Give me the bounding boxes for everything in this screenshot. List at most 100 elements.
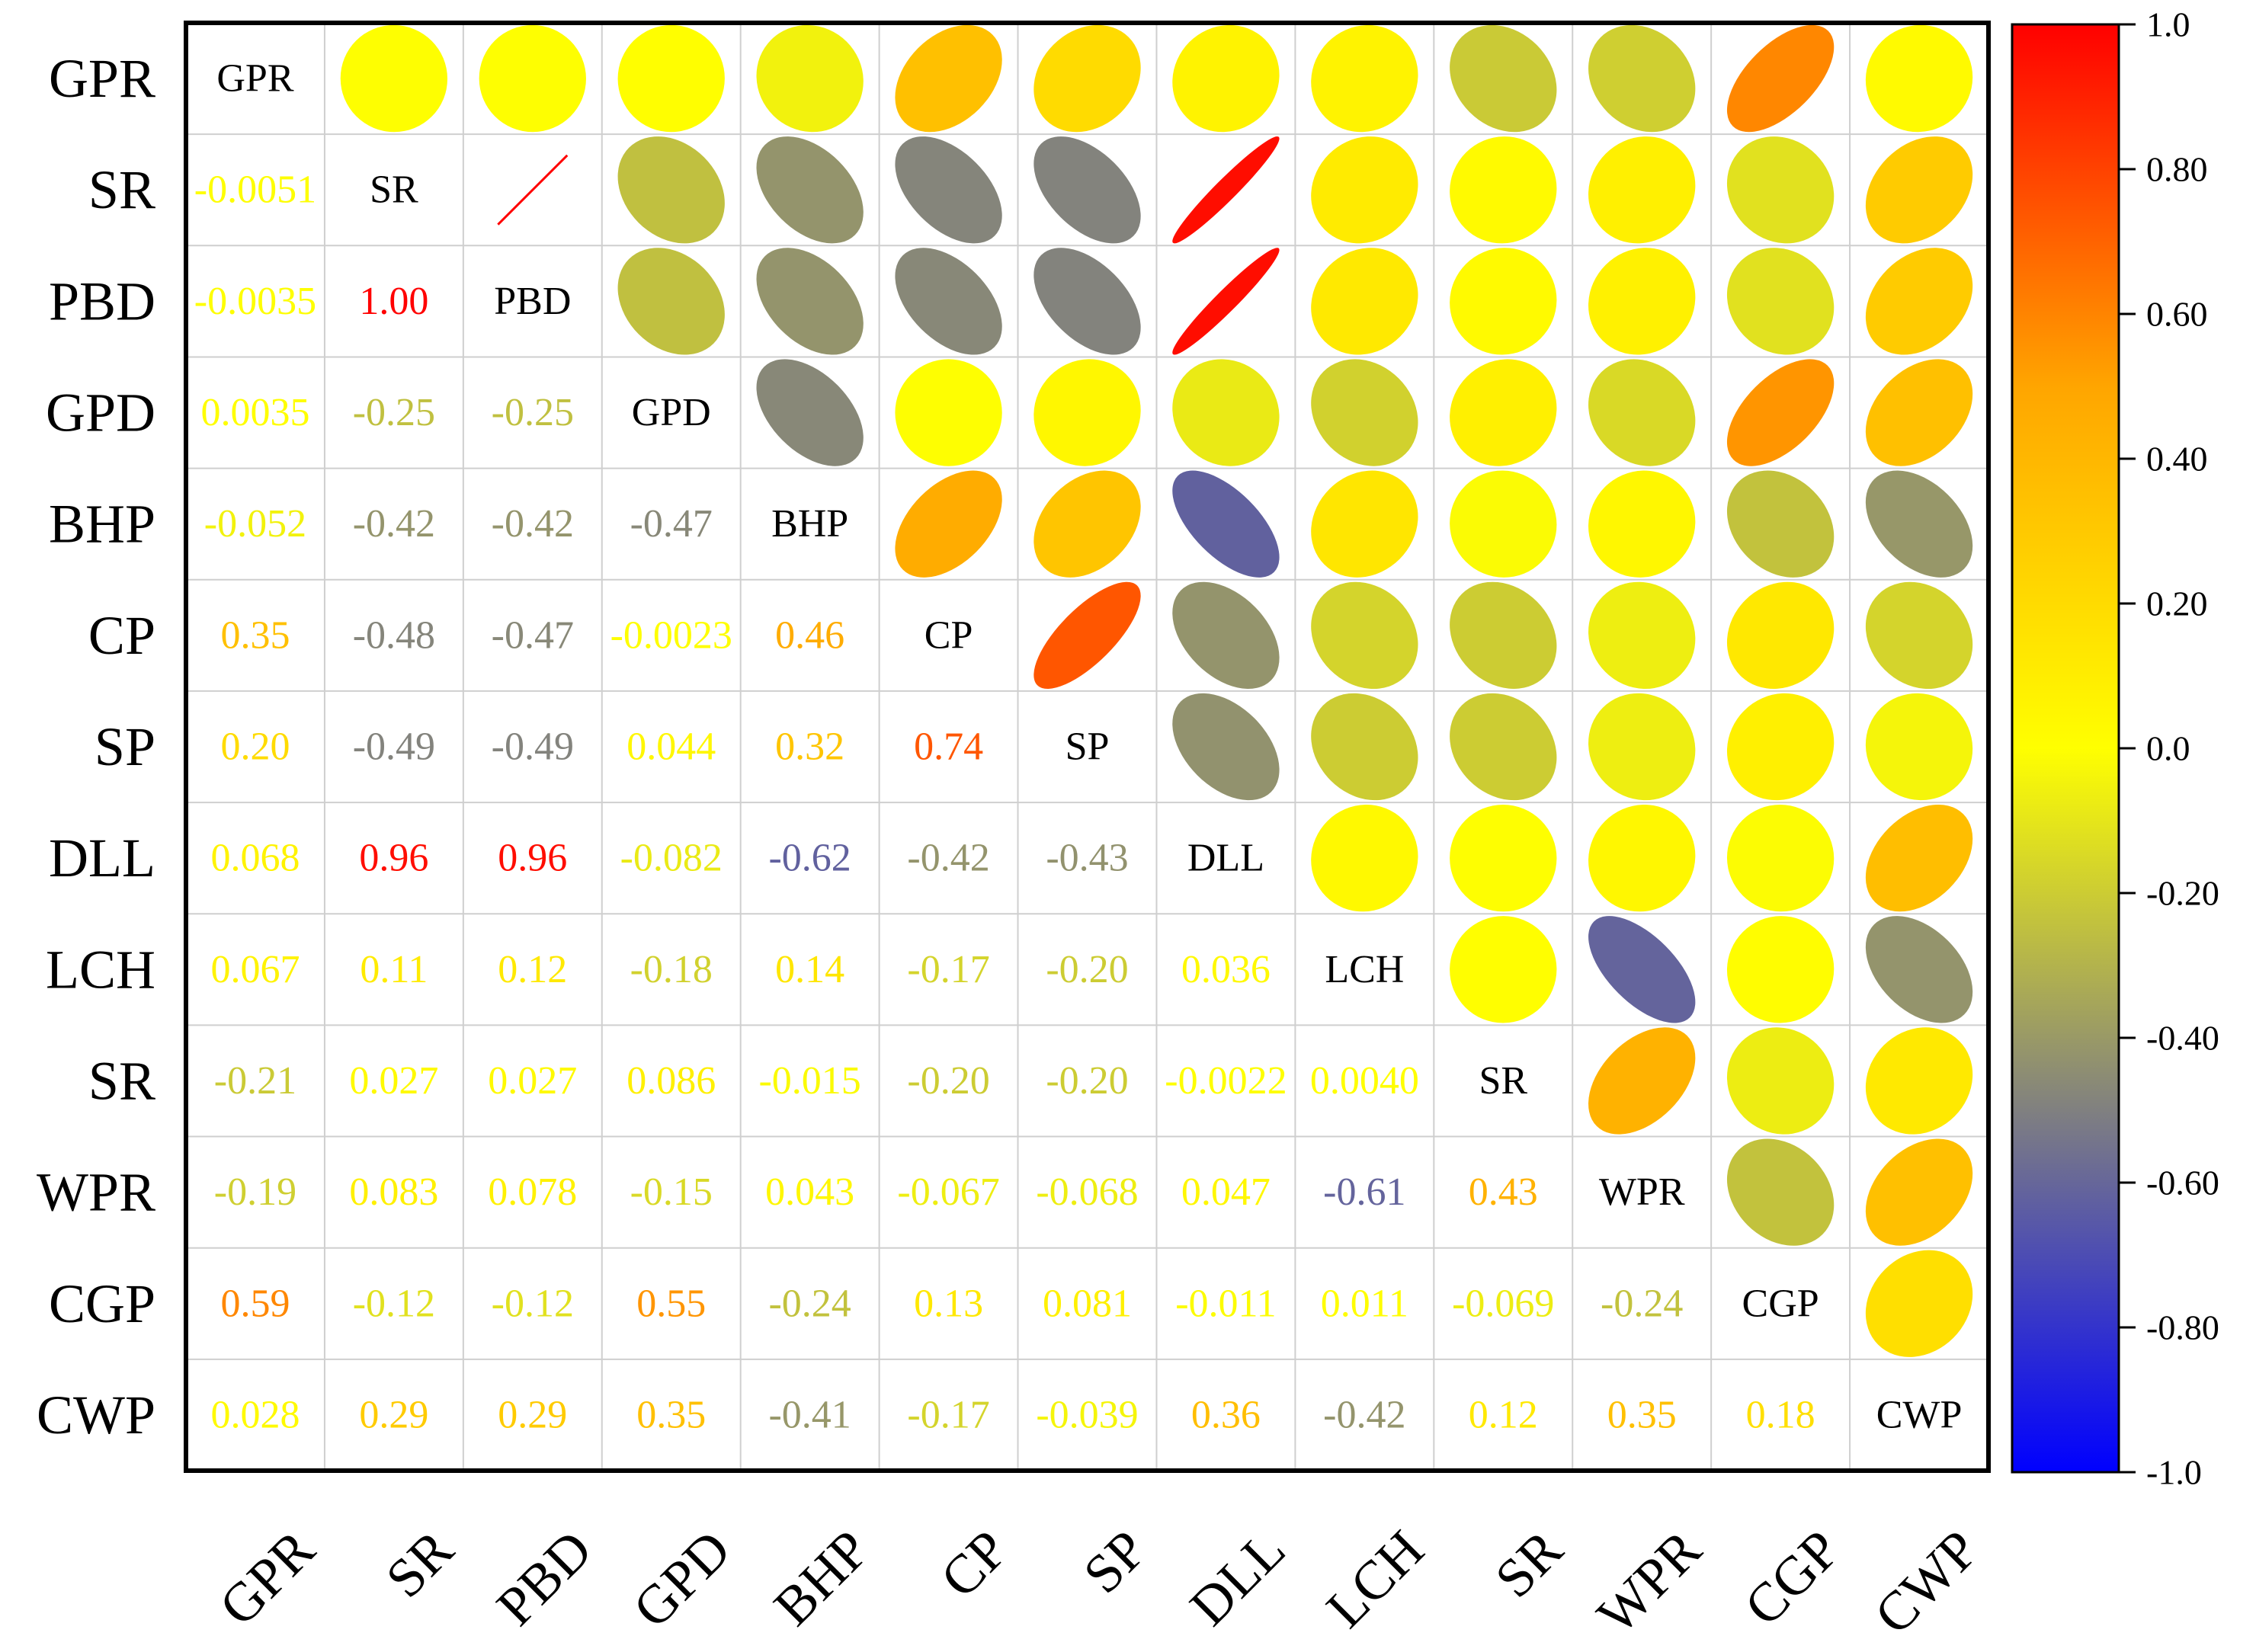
y-tick-label: GPD: [46, 383, 155, 443]
y-tick-label: CWP: [37, 1385, 155, 1446]
diagonal-label: CP: [925, 613, 973, 657]
matrix-cells: GPR -0.0051 SR -0.0035 1.00 PBD 0.0035 -0.25 -0.…: [194, 24, 1973, 1436]
correlation-value: 0.18: [1746, 1393, 1815, 1436]
diagonal-label: SR: [1479, 1059, 1527, 1103]
correlation-ellipse: [1311, 24, 1418, 133]
correlation-ellipse: [1311, 136, 1418, 244]
colorbar-tick-label: 0.80: [2146, 150, 2208, 189]
correlation-value: -0.42: [907, 837, 989, 880]
y-tick-label: GPR: [49, 48, 155, 109]
correlation-ellipse: [1865, 470, 1973, 578]
correlation-ellipse: [1726, 1027, 1835, 1135]
correlation-ellipse: [1033, 248, 1141, 355]
correlation-ellipse: [1726, 693, 1835, 801]
correlation-value: -0.20: [1046, 1059, 1128, 1103]
correlation-ellipse: [1588, 359, 1696, 466]
correlation-ellipse: [1172, 693, 1280, 801]
diagonal-label: CGP: [1742, 1282, 1819, 1325]
correlation-value: -0.42: [492, 502, 574, 546]
correlation-ellipse: [1865, 1027, 1973, 1135]
correlation-value: 0.32: [775, 725, 844, 769]
correlation-ellipse: [1033, 359, 1141, 466]
correlation-ellipse: [1311, 248, 1418, 355]
diagonal-label: WPR: [1599, 1170, 1685, 1214]
correlation-ellipse: [1311, 581, 1418, 690]
correlation-value: 0.068: [210, 837, 300, 880]
correlation-value: -0.17: [907, 1393, 989, 1436]
correlation-ellipse: [1726, 581, 1835, 689]
correlation-ellipse: [1588, 136, 1696, 244]
colorbar-tick-label: 0.20: [2146, 584, 2208, 623]
correlation-value: 0.43: [1469, 1170, 1538, 1214]
x-tick-label: DLL: [1178, 1519, 1297, 1638]
correlation-value: 0.083: [349, 1170, 438, 1214]
correlation-value: 0.14: [775, 948, 844, 991]
correlation-value: 0.29: [498, 1393, 567, 1436]
correlation-ellipse: [1726, 359, 1835, 466]
correlation-ellipse: [1450, 693, 1557, 801]
correlation-ellipse: [1172, 136, 1280, 244]
correlation-value: 0.12: [498, 948, 567, 991]
colorbar-tick-label: 0.40: [2146, 440, 2208, 479]
correlation-ellipse: [895, 470, 1002, 578]
correlation-ellipse: [1311, 804, 1418, 912]
correlation-ellipse: [1450, 470, 1557, 578]
correlation-ellipse: [1172, 470, 1280, 578]
correlation-ellipse: [1588, 804, 1696, 912]
x-tick-label: SP: [1072, 1519, 1158, 1605]
colorbar-tick-label: -0.20: [2146, 874, 2219, 913]
correlation-value: -0.12: [492, 1282, 574, 1325]
correlation-value: 0.35: [636, 1393, 706, 1436]
correlation-ellipse: [617, 248, 725, 355]
correlation-ellipse: [756, 136, 864, 244]
correlation-ellipse: [1726, 24, 1835, 133]
correlation-value: 0.044: [626, 725, 716, 769]
correlation-value: -0.0022: [1165, 1059, 1287, 1103]
correlation-value: 0.036: [1181, 948, 1271, 991]
correlation-value: -0.47: [492, 613, 574, 657]
correlation-value: 0.46: [775, 613, 844, 657]
correlation-value: -0.24: [768, 1282, 851, 1325]
diagonal-label: GPR: [216, 57, 293, 101]
correlation-ellipse: [1450, 916, 1557, 1023]
x-tick-label: CWP: [1863, 1519, 1990, 1646]
x-tick-label: CP: [929, 1519, 1020, 1609]
y-tick-label: SP: [95, 716, 155, 777]
correlation-ellipse: [1588, 470, 1696, 578]
correlation-value: -0.43: [1046, 837, 1128, 880]
x-tick-label: GPD: [621, 1519, 742, 1639]
correlation-value: -0.19: [214, 1170, 296, 1214]
correlation-value: 0.027: [349, 1059, 438, 1103]
correlation-value: -0.15: [630, 1170, 713, 1214]
correlation-value: -0.015: [758, 1059, 860, 1103]
correlation-value: 0.0040: [1310, 1059, 1419, 1103]
correlation-value: -0.067: [897, 1170, 999, 1214]
correlation-value: 0.59: [220, 1282, 290, 1325]
correlation-value: -0.49: [492, 725, 574, 769]
colorbar-tick-label: -1.0: [2146, 1453, 2202, 1492]
correlation-ellipse: [756, 248, 864, 355]
correlation-ellipse: [1865, 359, 1973, 466]
colorbar-tick-label: 0.0: [2146, 729, 2190, 768]
correlation-value: -0.17: [907, 948, 989, 991]
correlation-value: -0.011: [1175, 1282, 1276, 1325]
correlation-value: -0.21: [214, 1059, 296, 1103]
y-tick-label: SR: [88, 1050, 155, 1111]
correlation-ellipse: [756, 24, 864, 133]
correlation-value: -0.18: [630, 948, 713, 991]
correlation-ellipse: [1726, 1138, 1835, 1246]
colorbar-tick-label: -0.60: [2146, 1164, 2219, 1202]
correlation-ellipse: [1588, 248, 1696, 355]
correlation-value: 0.74: [914, 725, 983, 769]
correlation-ellipse: [1450, 359, 1557, 466]
correlation-value: 0.29: [359, 1393, 428, 1436]
correlation-value: 0.13: [914, 1282, 983, 1325]
correlation-value: -0.41: [768, 1393, 851, 1436]
correlation-ellipse: [1588, 916, 1696, 1023]
diagonal-label: PBD: [494, 280, 571, 323]
diagonal-label: LCH: [1325, 948, 1404, 991]
correlation-value: 1.00: [359, 280, 428, 323]
diagonal-label: BHP: [771, 502, 848, 546]
x-tick-label: LCH: [1315, 1519, 1435, 1639]
correlation-ellipse: [1588, 1027, 1696, 1135]
